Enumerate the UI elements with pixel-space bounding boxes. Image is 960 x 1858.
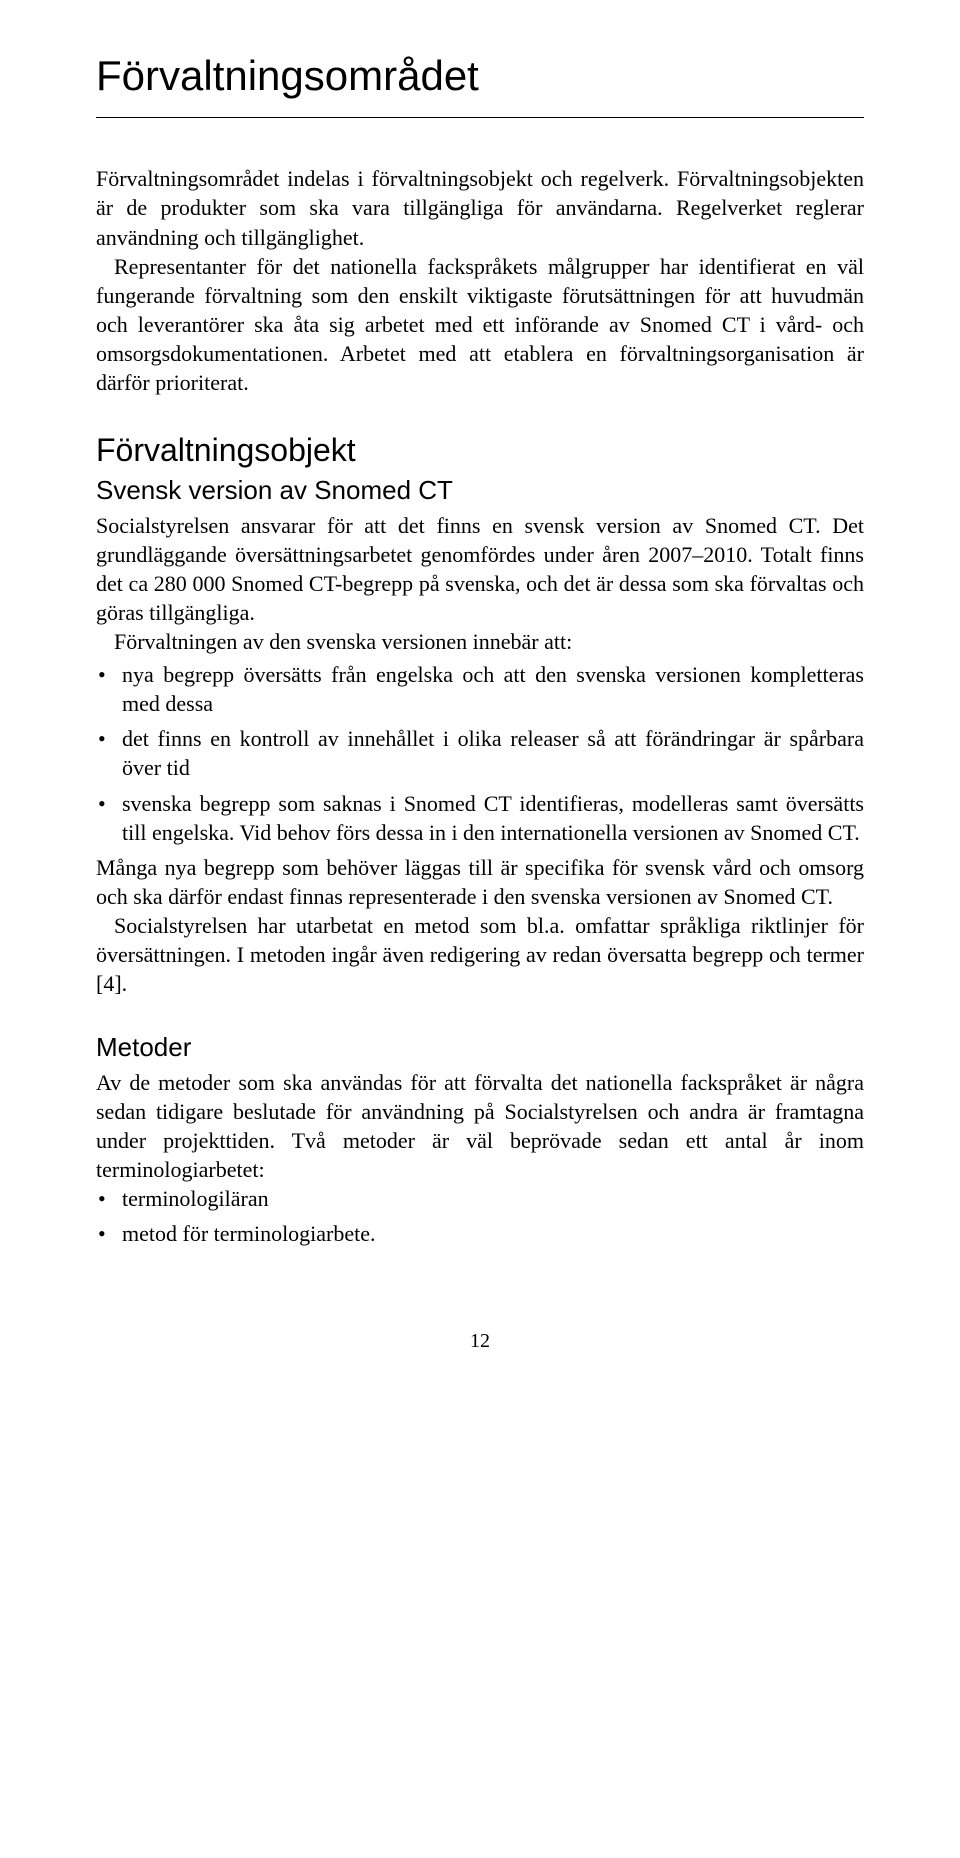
section1-paragraph-2: Förvaltningen av den svenska versionen i… xyxy=(96,627,864,656)
title-rule xyxy=(96,117,864,118)
intro-paragraph-1: Förvaltningsområdet indelas i förvaltnin… xyxy=(96,164,864,251)
section2-paragraph-1: Av de metoder som ska användas för att f… xyxy=(96,1068,864,1184)
section-heading-forvaltningsobjekt: Förvaltningsobjekt xyxy=(96,429,864,471)
subsection-heading-svensk-version: Svensk version av Snomed CT xyxy=(96,473,864,507)
list-item: det finns en kontroll av innehållet i ol… xyxy=(96,724,864,782)
section-heading-metoder: Metoder xyxy=(96,1030,864,1064)
section1-paragraph-3: Många nya begrepp som behöver läggas til… xyxy=(96,853,864,911)
list-item: svenska begrepp som saknas i Snomed CT i… xyxy=(96,789,864,847)
list-item: terminologiläran xyxy=(96,1184,864,1213)
intro-paragraph-2: Representanter för det nationella facksp… xyxy=(96,252,864,397)
section1-bullet-list: nya begrepp översätts från engelska och … xyxy=(96,660,864,846)
list-item: nya begrepp översätts från engelska och … xyxy=(96,660,864,718)
page-number: 12 xyxy=(96,1328,864,1354)
section2-bullet-list: terminologiläran metod för terminologiar… xyxy=(96,1184,864,1248)
page-title: Förvaltningsområdet xyxy=(96,48,864,103)
list-item: metod för terminologiarbete. xyxy=(96,1219,864,1248)
section1-paragraph-1: Socialstyrelsen ansvarar för att det fin… xyxy=(96,511,864,627)
section1-paragraph-4: Socialstyrelsen har utarbetat en metod s… xyxy=(96,911,864,998)
